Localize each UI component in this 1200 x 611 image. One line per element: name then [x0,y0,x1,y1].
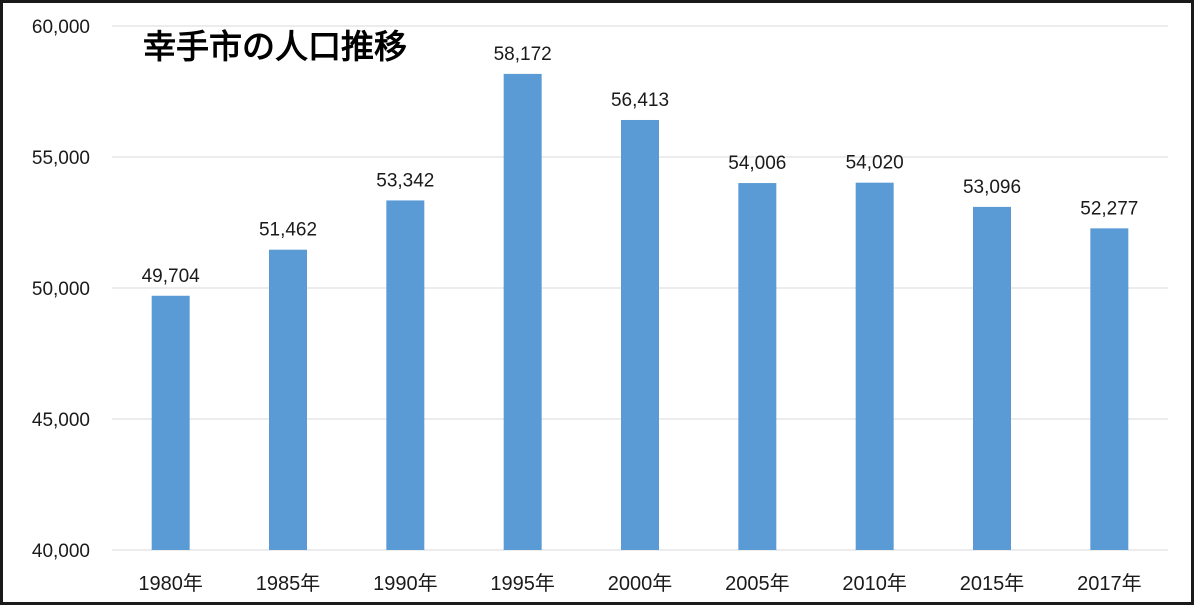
data-label: 54,006 [728,153,786,174]
bar [855,182,894,550]
bars [151,73,1129,551]
x-axis-category-labels: 1980年 1985年 1990年 1995年 2000年 2005年 2010年 2015年… [138,572,1141,595]
x-tick-label: 1980年 [138,572,203,595]
bar [1090,228,1129,551]
bar [738,183,777,551]
x-tick-label: 1985年 [256,572,321,595]
x-tick-label: 1990年 [373,572,438,595]
bar [503,73,542,550]
data-label: 58,172 [494,44,552,65]
x-tick-label: 2017年 [1077,572,1142,595]
data-label: 53,342 [376,170,434,191]
chart-title: 幸手市の人口推移 [143,27,407,66]
data-label: 54,020 [846,153,904,174]
bar [621,119,659,550]
bar [269,249,307,550]
data-label: 56,413 [611,90,669,111]
y-tick-label: 45,000 [32,410,90,431]
y-tick-label: 55,000 [32,148,90,169]
x-tick-label: 2000年 [608,572,673,595]
y-axis-tick-labels: 40,000 45,000 50,000 55,000 60,000 [32,17,90,562]
data-labels: 49,704 51,462 53,342 58,172 56,413 54,006 54,0… [142,44,1139,287]
y-tick-label: 40,000 [32,541,90,562]
x-tick-label: 2015年 [960,572,1025,595]
bar [973,206,1011,550]
x-tick-label: 2010年 [842,572,907,595]
data-label: 53,096 [963,177,1021,198]
data-label: 52,277 [1080,198,1138,219]
data-label: 49,704 [142,266,201,287]
y-tick-label: 50,000 [32,279,90,300]
x-tick-label: 2005年 [725,572,790,595]
bar [151,295,190,550]
y-tick-label: 60,000 [32,17,90,38]
bar [386,200,425,550]
x-tick-label: 1995年 [490,572,555,595]
data-label: 51,462 [259,220,317,241]
